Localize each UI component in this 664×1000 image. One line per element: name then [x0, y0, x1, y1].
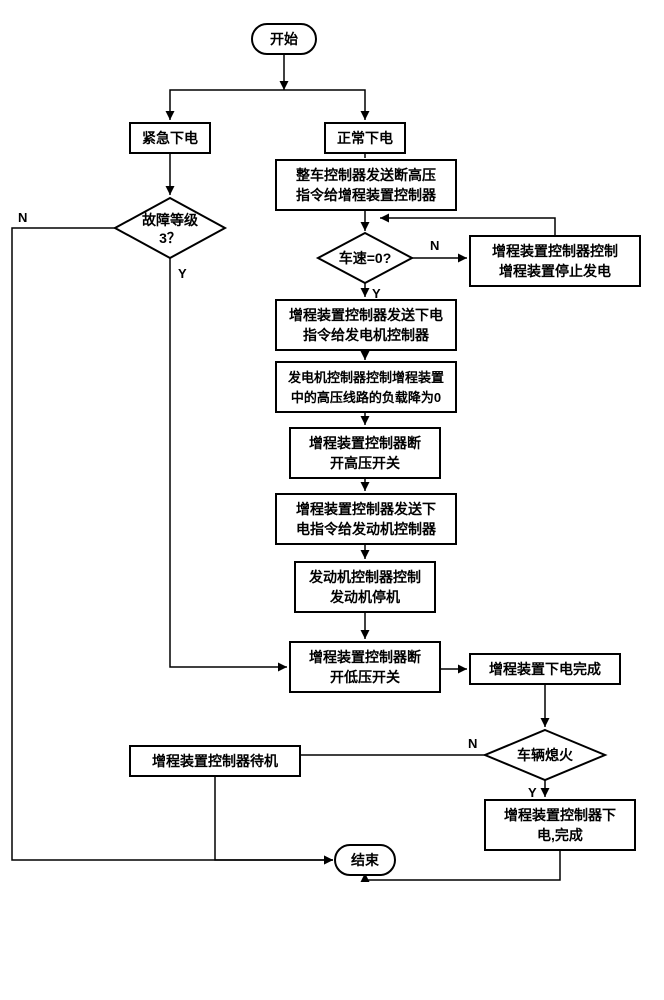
text-sendhv1: 整车控制器发送断高压: [295, 167, 436, 183]
text-engstop2: 发动机停机: [329, 589, 400, 605]
text-start: 开始: [270, 31, 298, 47]
node-fault: [115, 198, 225, 258]
label-speed-Y: Y: [372, 286, 381, 301]
edge-stopgen-back: [380, 218, 555, 236]
edge-to-normal: [284, 90, 365, 120]
text-fault1: 故障等级: [142, 212, 199, 228]
text-emergency: 紧急下电: [142, 130, 198, 146]
text-ignoff: 车辆熄火: [517, 747, 574, 763]
text-sendhv2: 指令给增程装置控制器: [296, 187, 437, 203]
text-stopgen2: 增程装置停止发电: [499, 263, 611, 279]
text-breakhv1: 增程装置控制器断: [309, 435, 421, 451]
text-sendpd2: 指令给发电机控制器: [303, 327, 430, 343]
edge-fault-Y-breaklv: [170, 258, 287, 667]
label-fault-N: N: [18, 210, 27, 225]
text-breakhv2: 开高压开关: [330, 455, 400, 471]
text-fault2: 3？: [159, 230, 181, 246]
text-sendpd1: 增程装置控制器发送下电: [289, 307, 443, 323]
edge-standby-end: [215, 776, 333, 860]
text-sendeng1: 增程装置控制器发送下: [296, 501, 436, 517]
text-breaklv1: 增程装置控制器断: [309, 649, 421, 665]
text-breaklv2: 开低压开关: [330, 669, 400, 685]
text-load02: 中的高压线路的负载降为0: [291, 390, 441, 405]
text-speed: 车速=0?: [339, 250, 392, 266]
text-load01: 发电机控制器控制增程装置: [287, 370, 444, 385]
edge-to-emergency: [170, 90, 284, 120]
text-engstop1: 发动机控制器控制: [308, 569, 421, 585]
label-fault-Y: Y: [178, 266, 187, 281]
text-standby: 增程装置控制器待机: [152, 753, 278, 769]
text-normal: 正常下电: [337, 130, 393, 146]
text-ctrldone1: 增程装置控制器下: [504, 807, 616, 823]
text-stopgen1: 增程装置控制器控制: [492, 243, 618, 259]
label-ign-N: N: [468, 736, 477, 751]
label-speed-N: N: [430, 238, 439, 253]
label-ign-Y: Y: [528, 785, 537, 800]
text-complete: 增程装置下电完成: [489, 661, 601, 677]
text-end: 结束: [351, 852, 380, 868]
flowchart: N Y N Y N Y 开始 紧急下电 故障等级 3？ 正常下电 整车控制器发送…: [0, 0, 664, 1000]
text-ctrldone2: 电,完成: [537, 827, 583, 843]
text-sendeng2: 电指令给发动机控制器: [296, 521, 437, 537]
